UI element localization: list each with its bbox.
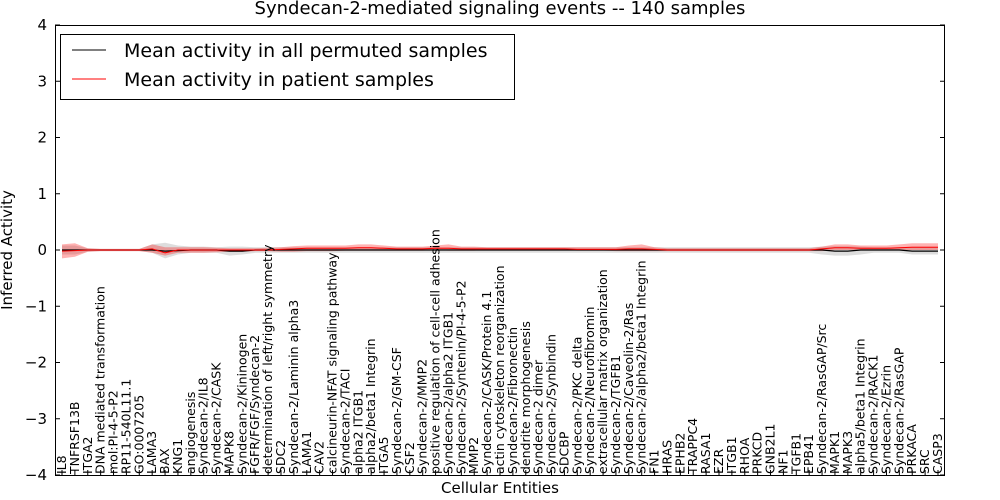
x-tick-label: dendrite morphogenesis (518, 321, 533, 474)
x-tick-label: MAPK1 (827, 431, 842, 474)
x-tick-label: HRAS (660, 440, 675, 474)
legend-label-patient: Mean activity in patient samples (124, 69, 434, 91)
x-tick-label: MAPK3 (840, 431, 855, 474)
x-tick-label: RP11-540L11.1 (118, 379, 133, 474)
x-tick-label: MAPK8 (222, 431, 237, 474)
x-tick-label: extracellular matrix organization (595, 269, 610, 474)
x-tick-label: TRAPPC4 (685, 418, 700, 475)
x-tick-label: calcineurin-NFAT signaling pathway (325, 252, 340, 474)
y-tick-label: 0 (37, 241, 47, 259)
x-tick-label: CASP3 (930, 433, 945, 474)
x-tick-label: Syndecan-2/Neurofibromin (582, 307, 597, 474)
x-tick-label: Syndecan-2/Ezrin (879, 365, 894, 474)
x-tick-label: NF1 (775, 450, 790, 475)
x-tick-label: Syndecan-2/Kininogen (234, 334, 249, 474)
x-tick-label: BAX (157, 448, 172, 474)
x-tick-label: LAMA1 (299, 431, 314, 474)
x-tick-label: IL8 (54, 455, 69, 474)
x-tick-label: DNA mediated transformation (93, 286, 108, 474)
x-tick-label: CSF2 (402, 442, 417, 474)
legend-label-permuted: Mean activity in all permuted samples (124, 40, 487, 62)
x-tick-label: Syndecan-2/alpha2 ITGB1 (441, 312, 456, 474)
x-tick-label: Syndecan-2/Laminin alpha3 (286, 300, 301, 474)
y-axis-label: Inferred Activity (0, 190, 16, 310)
legend-box (60, 34, 515, 100)
x-tick-label: SDCBP (556, 431, 571, 474)
y-tick-label: −4 (25, 466, 47, 484)
x-tick-label: Syndecan-2/IL8 (196, 377, 211, 474)
x-tick-label: EPHB2 (672, 433, 687, 474)
x-tick-label: SRC (917, 449, 932, 474)
x-tick-label: ITGA2 (80, 436, 95, 474)
x-tick-label: EZR (711, 449, 726, 474)
x-tick-label: Syndecan-2/MMP2 (415, 359, 430, 474)
x-tick-label: ITGB1 (724, 436, 739, 474)
x-tick-label: GNB2L1 (763, 424, 778, 474)
x-tick-label: RHOA (737, 437, 752, 474)
x-tick-label: TGFB1 (788, 433, 803, 475)
x-tick-label: Syndecan-2/RasGAP (891, 347, 906, 474)
x-tick-label: Syndecan-2/Fibronectin (505, 327, 520, 474)
x-tick-label: Syndecan-2/CASK (209, 362, 224, 474)
x-tick-label: KNG1 (170, 439, 185, 474)
y-tick-label: −2 (25, 354, 47, 372)
y-tick-label: 1 (37, 185, 47, 203)
x-tick-label: Syndecan-2/GM-CSF (389, 347, 404, 474)
x-tick-label: GO:0007205 (131, 395, 146, 474)
x-tick-label: mol:PI-4-5-P2 (106, 390, 121, 474)
y-tick-label: 4 (37, 16, 47, 34)
x-tick-label: PRKCD (750, 432, 765, 474)
chart-title: Syndecan-2-mediated signaling events -- … (255, 0, 746, 19)
x-tick-label: TNFRSF13B (67, 402, 82, 475)
x-tick-label: alpha5/beta1 Integrin (853, 338, 868, 474)
x-tick-label: CAV2 (312, 441, 327, 474)
series-lines (61, 246, 938, 254)
series-line-patient (61, 246, 938, 254)
x-tick-label: alpha2 ITGB1 (350, 390, 365, 474)
x-tick-label: Syndecan-2 dimer (531, 359, 546, 474)
x-tick-label: Syndecan-2/PKC delta (569, 337, 584, 474)
x-tick-label: positive regulation of cell-cell adhesio… (428, 229, 443, 474)
x-tick-label: actin cytoskeleton reorganization (492, 265, 507, 474)
y-axis: −4 −3 −2 −1 0 1 2 3 4 (25, 16, 945, 484)
x-tick-label: Syndecan-2/RACK1 (866, 355, 881, 474)
x-tick-label: Syndecan-2/alpha2/beta1 Integrin (634, 260, 649, 474)
x-tick-label: determination of left/right symmetry (260, 244, 275, 474)
x-tick-label: RASA1 (698, 433, 713, 474)
y-tick-label: −3 (25, 410, 47, 428)
y-tick-label: 2 (37, 129, 47, 147)
x-tick-label: SDC2 (273, 440, 288, 474)
x-tick-label: LAMA3 (144, 431, 159, 474)
x-axis-label: Cellular Entities (441, 479, 559, 497)
legend: Mean activity in all permuted samples Me… (60, 34, 515, 100)
x-tick-label: Syndecan-2/Synbindin (544, 334, 559, 474)
x-tick-label: Syndecan-2/RasGAP/Src (814, 324, 829, 474)
x-tick-label: Syndecan-2/Syntenin/PI-4-5-P2 (453, 280, 468, 474)
x-tick-label: Syndecan-2/CASK/Protein 4.1 (479, 291, 494, 474)
x-tick-label: FGFR/FGF/Syndecan-2 (247, 335, 262, 474)
x-tick-label: FN1 (647, 450, 662, 475)
y-tick-label: 3 (37, 72, 47, 90)
x-tick-label: ITGA5 (376, 436, 391, 474)
x-tick-label: EPB41 (801, 434, 816, 474)
x-tick-label: angiogenesis (183, 392, 198, 474)
x-tick-label: PRKACA (904, 424, 919, 474)
x-tick-label: Syndecan-2/TACI (337, 369, 352, 474)
x-tick-label: Syndecan-2/TGFB1 (608, 355, 623, 474)
x-tick-label: MMP2 (466, 437, 481, 474)
x-tick-label: Syndecan-2/Caveolin-2/Ras (621, 303, 636, 474)
x-tick-label: alpha2/beta1 Integrin (363, 338, 378, 474)
y-tick-label: −1 (25, 297, 47, 315)
